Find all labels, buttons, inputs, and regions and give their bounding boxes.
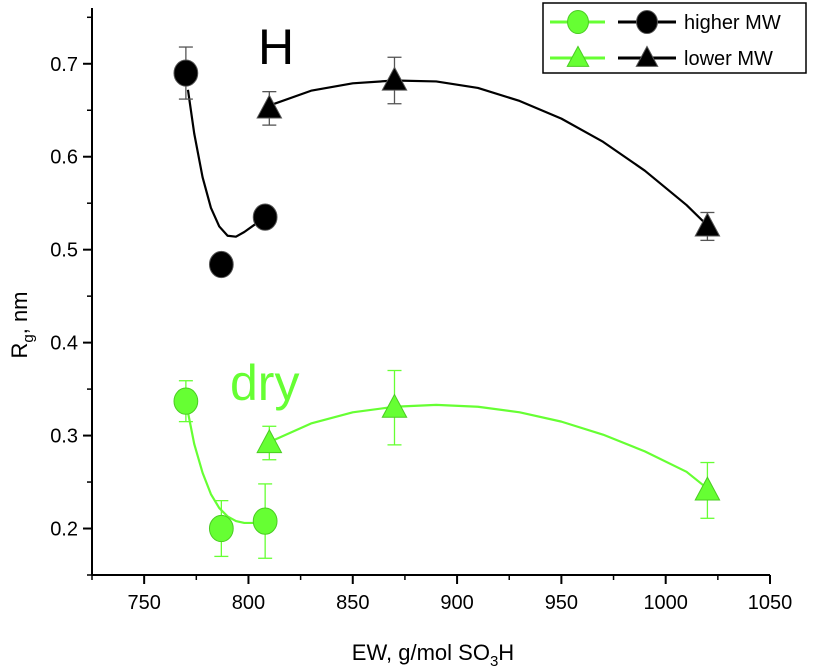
data-markers [173,59,721,543]
legend-marker-green-triangle [566,45,590,67]
x-tick-label: 1000 [643,592,688,614]
data-point-h-triangle [381,66,408,91]
legend-marker-black-triangle [635,45,659,67]
y-tick-label: 0.6 [50,147,78,169]
x-tick-label: 800 [232,592,265,614]
data-point-h-circle [173,59,199,87]
data-point-dry-circle [173,387,199,415]
y-axis-title: Rg, nm [7,291,37,358]
data-point-dry-triangle [381,393,408,418]
legend-label: lower MW [684,48,773,70]
annotation-dry: dry [230,355,299,411]
fit-curves [186,79,709,525]
data-point-dry-triangle [694,476,721,501]
y-axis-title-tail: , nm [7,291,32,334]
y-tick-label: 0.5 [50,240,78,262]
legend-box [542,2,807,74]
legend-marker-green-circle [567,9,589,35]
y-axis-title-sub: g [20,334,37,342]
fit-curve-dry [186,412,264,525]
y-tick-label: 0.7 [50,54,78,76]
axis-titles: EW, g/mol SO3H Rg, nm [7,291,514,670]
data-point-dry-triangle [256,428,283,454]
data-point-h-triangle [694,212,721,237]
x-tick-label: 900 [440,592,473,614]
x-tick-label: 850 [336,592,369,614]
legend: higher MW lower MW [542,2,807,74]
x-axis-title: EW, g/mol SO3H [352,640,514,670]
data-point-h-circle [208,250,234,279]
y-tick-label: 0.2 [50,519,78,541]
x-tick-label: 750 [127,592,160,614]
x-axis-title-sub: 3 [490,653,498,670]
data-point-dry-circle [208,514,234,543]
x-axis-title-tail: H [498,640,514,665]
x-tick-label: 1050 [748,592,793,614]
fit-curve-h [186,89,264,238]
x-axis-title-main: EW, g/mol SO [352,640,490,665]
data-point-dry-circle [252,507,278,535]
y-tick-label: 0.3 [50,426,78,448]
error-bars [178,46,715,559]
fit-curve-h [268,79,709,227]
legend-marker-black-circle [636,9,658,35]
data-point-h-circle [252,203,278,231]
y-axis-title-main: R [7,343,32,359]
legend-label: higher MW [684,12,781,34]
annotation-h: H [258,19,294,75]
x-tick-label: 950 [545,592,578,614]
axes: 750 800 850 900 950 1000 1050 0.2 0.3 0.4 0.5 0.6 0.… [50,8,792,614]
y-tick-label: 0.4 [50,333,78,355]
fit-curve-dry [268,403,709,490]
data-point-h-triangle [256,94,283,119]
